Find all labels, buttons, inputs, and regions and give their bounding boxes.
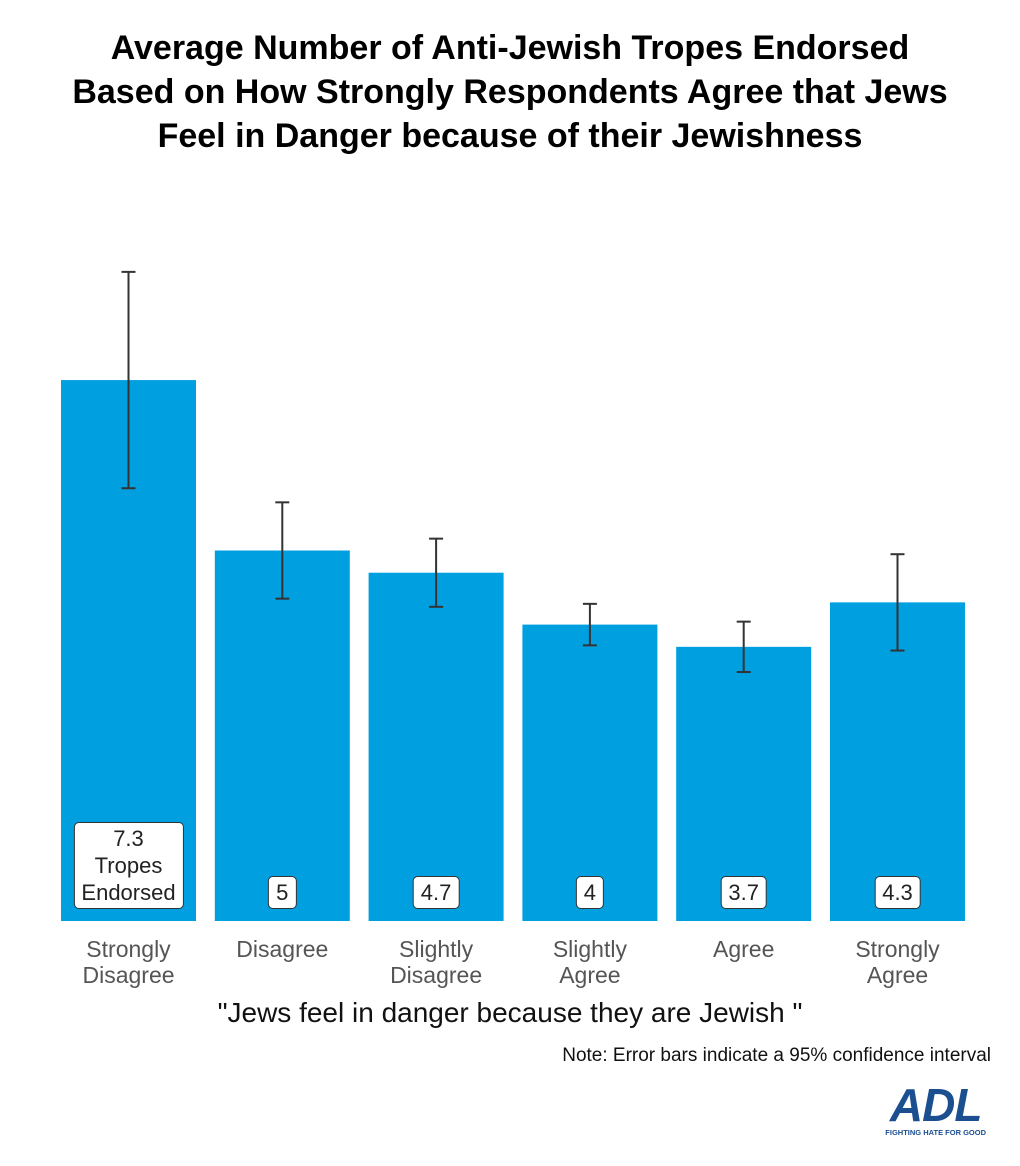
logo-name: ADL <box>889 1079 983 1131</box>
x-tick-label: Strongly Disagree <box>82 936 175 988</box>
value-label: 4.7 <box>412 876 460 909</box>
x-tick-label: Disagree <box>236 936 329 962</box>
value-label: 3.7 <box>720 876 767 909</box>
x-axis-label: "Jews feel in danger because they are Je… <box>217 997 803 1028</box>
value-label: 7.3 Tropes Endorsed <box>73 822 184 909</box>
bar <box>214 550 350 921</box>
bar <box>676 646 812 921</box>
value-label: 4.3 <box>874 876 921 909</box>
value-label: 5 <box>268 876 297 909</box>
note: Note: Error bars indicate a 95% confiden… <box>562 1045 991 1066</box>
bar <box>522 624 658 921</box>
x-tick-label: Agree <box>713 936 775 962</box>
logo: ADL FIGHTING HATE FOR GOOD <box>885 1082 986 1137</box>
chart-title: Average Number of Anti-Jewish Tropes End… <box>72 29 948 155</box>
x-tick-label: Slightly Disagree <box>390 936 483 988</box>
bar <box>830 602 965 921</box>
logo-tagline: FIGHTING HATE FOR GOOD <box>885 1128 986 1137</box>
bar <box>368 572 504 921</box>
x-tick-label: Strongly Agree <box>855 936 940 988</box>
value-label: 4 <box>575 876 605 909</box>
x-tick-label: Slightly Agree <box>552 936 627 988</box>
